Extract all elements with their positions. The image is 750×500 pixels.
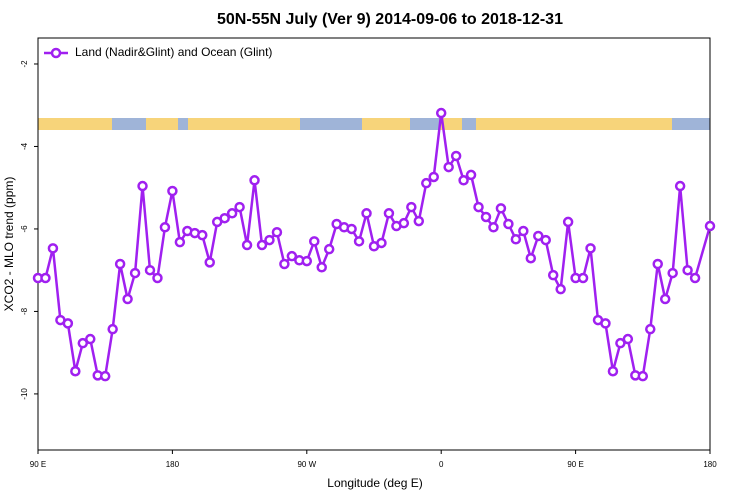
data-point: [622, 333, 634, 345]
data-point: [510, 234, 522, 245]
data-point: [555, 283, 566, 295]
y-axis-label: XCO2 - MLO trend (ppm): [2, 177, 16, 312]
data-point: [465, 169, 477, 181]
data-point: [533, 230, 544, 242]
data-point: [652, 258, 663, 270]
data-point: [473, 201, 484, 213]
data-point: [167, 185, 178, 197]
data-point: [226, 208, 238, 219]
x-axis-label: Longitude (deg E): [327, 476, 422, 490]
data-point: [615, 337, 626, 349]
x-tick-label: 90 E: [30, 460, 46, 469]
data-point: [85, 333, 96, 345]
legend-marker: [50, 47, 62, 59]
data-point: [309, 236, 320, 247]
land-ocean-strip: [38, 118, 710, 130]
data-point: [159, 222, 171, 233]
data-point: [674, 180, 686, 192]
data-point: [77, 337, 89, 349]
data-point: [398, 217, 410, 229]
y-tick-label: -8: [20, 307, 29, 315]
plot-frame: [37, 37, 711, 451]
data-point: [607, 365, 619, 377]
data-point: [241, 239, 253, 251]
data-point: [488, 222, 499, 233]
data-point: [518, 225, 529, 237]
data-point: [174, 236, 186, 248]
data-point: [264, 234, 275, 246]
data-point: [279, 258, 290, 270]
data-point: [525, 252, 537, 264]
data-point: [540, 234, 551, 246]
data-point: [562, 216, 574, 228]
y-tick-label: -4: [20, 142, 29, 150]
data-point: [129, 267, 141, 279]
x-tick-label: 0: [439, 460, 444, 469]
data-point: [645, 323, 656, 335]
data-point: [323, 243, 335, 255]
data-point: [689, 272, 701, 284]
data-point: [585, 243, 596, 254]
data-point: [458, 175, 469, 186]
data-point: [40, 272, 51, 284]
legend-label: Land (Nadir&Glint) and Ocean (Glint): [75, 45, 272, 59]
data-point: [152, 272, 163, 284]
data-point: [577, 272, 589, 284]
data-point: [667, 267, 678, 279]
data-point: [316, 262, 327, 273]
data-point: [406, 201, 417, 213]
data-point: [637, 370, 649, 382]
data-point: [137, 180, 148, 192]
data-point: [234, 201, 245, 213]
data-point: [682, 264, 693, 276]
data-point: [197, 229, 208, 241]
data-point: [219, 212, 230, 224]
y-tick-label: -6: [20, 225, 29, 233]
data-point: [383, 208, 395, 219]
data-point: [421, 177, 432, 189]
data-point: [70, 365, 81, 377]
data-point: [376, 237, 387, 249]
data-point: [413, 215, 425, 227]
data-point: [204, 257, 215, 268]
data-point: [659, 293, 671, 305]
data-point: [249, 175, 260, 186]
data-point: [353, 236, 365, 247]
data-point: [600, 318, 611, 329]
data-point: [443, 161, 454, 173]
x-tick-label: 180: [703, 460, 717, 469]
data-point: [99, 370, 111, 382]
chart-title: 50N-55N July (Ver 9) 2014-09-06 to 2018-…: [217, 11, 563, 28]
data-point: [256, 239, 268, 251]
data-point: [547, 269, 559, 281]
data-point: [435, 107, 447, 119]
data-point: [428, 171, 439, 183]
data-point: [301, 255, 313, 267]
x-tick-label: 90 W: [297, 460, 316, 469]
data-point: [144, 264, 156, 276]
data-point: [62, 318, 74, 329]
data-point: [450, 150, 462, 162]
data-point: [107, 323, 118, 335]
data-point: [271, 226, 283, 238]
data-point: [47, 243, 59, 254]
x-tick-label: 90 E: [567, 460, 583, 469]
data-point: [346, 223, 357, 235]
data-point: [361, 208, 372, 219]
data-point: [114, 258, 126, 270]
data-point: [704, 220, 716, 232]
data-point: [286, 250, 298, 262]
data-point: [495, 203, 507, 214]
y-tick-label: -2: [20, 60, 29, 68]
data-point: [122, 293, 133, 305]
data-point: [503, 218, 514, 230]
x-tick-label: 180: [166, 460, 180, 469]
data-point: [480, 211, 492, 223]
series-line: [38, 112, 712, 378]
y-tick-label: -10: [20, 388, 29, 400]
